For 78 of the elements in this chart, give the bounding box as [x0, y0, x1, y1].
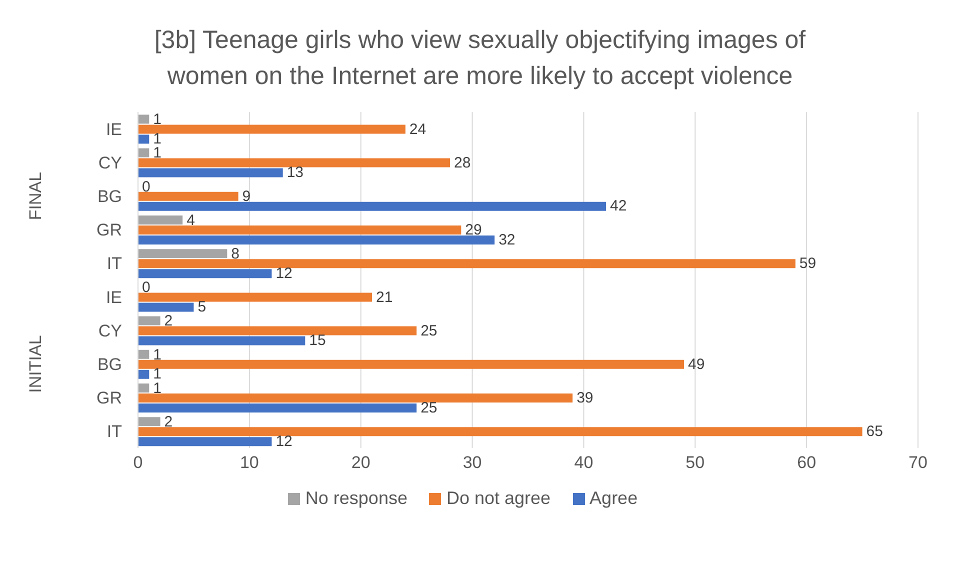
data-label: 65 — [866, 423, 883, 440]
y-tick-label: IE — [106, 288, 122, 307]
bar — [138, 259, 796, 268]
data-label: 13 — [286, 164, 304, 182]
data-label: 8 — [231, 245, 240, 262]
data-label: 42 — [610, 198, 627, 215]
x-tick-label: 10 — [240, 453, 259, 472]
y-tick-label: CY — [98, 321, 122, 340]
bar — [138, 316, 160, 326]
data-label: 12 — [276, 264, 292, 282]
bar — [138, 417, 160, 426]
y-tick-label: BG — [97, 187, 122, 206]
bar — [138, 437, 272, 446]
bar — [138, 124, 406, 134]
y-tick-label: IT — [106, 254, 122, 274]
data-label: 12 — [276, 432, 292, 450]
x-tick-label: 30 — [462, 453, 482, 472]
data-label: 32 — [498, 231, 516, 248]
x-tick-label: 20 — [351, 453, 370, 472]
x-tick-label: 70 — [908, 453, 928, 472]
legend-label: Agree — [588, 488, 638, 509]
data-label: 29 — [465, 222, 482, 239]
bar — [138, 148, 150, 158]
y-tick-label: GR — [96, 388, 122, 408]
bar — [138, 134, 150, 144]
data-label: 0 — [142, 178, 150, 196]
data-label: 59 — [799, 255, 816, 272]
data-label: 21 — [376, 288, 393, 306]
data-label: 25 — [420, 399, 438, 416]
bar — [138, 393, 573, 402]
bar — [138, 225, 462, 234]
y-tick-label: IT — [106, 422, 122, 442]
bar — [138, 302, 194, 312]
data-label: 4 — [186, 212, 195, 229]
y-tick-label: GR — [96, 220, 122, 240]
bar — [138, 249, 228, 258]
data-label: 1 — [153, 111, 162, 128]
data-label: 9 — [242, 188, 251, 205]
bar — [138, 114, 150, 124]
x-tick-label: 40 — [574, 453, 594, 472]
x-tick-label: 0 — [133, 453, 143, 472]
y-tick-label: BG — [97, 355, 122, 374]
data-label: 5 — [198, 298, 206, 316]
bar — [138, 215, 183, 224]
data-label: 1 — [153, 346, 162, 364]
bar — [138, 158, 450, 168]
data-label: 2 — [164, 413, 173, 430]
data-label: 39 — [576, 390, 594, 407]
data-label: 0 — [142, 279, 150, 296]
bar — [138, 383, 150, 392]
bar — [138, 336, 306, 346]
bar — [138, 350, 150, 359]
y-tick-label: CY — [98, 153, 122, 172]
x-tick-label: 50 — [686, 453, 705, 472]
data-label: 25 — [420, 322, 438, 340]
legend-label: Do not agree — [445, 488, 551, 509]
data-label: 15 — [309, 332, 326, 350]
bar — [138, 370, 150, 379]
text: FINAL — [26, 172, 46, 220]
x-tick-label: 60 — [797, 453, 816, 472]
chart-title: [3b] Teenage girls who view sexually objectifying images of women on the Internet are more likely to accept violence — [153, 25, 807, 92]
bar — [138, 360, 684, 369]
bar — [138, 427, 862, 436]
data-label: 49 — [688, 356, 705, 373]
y-tick-label: IE — [106, 120, 122, 139]
bar — [138, 235, 495, 244]
bar — [138, 202, 606, 211]
legend-label: No response — [304, 488, 408, 509]
bar — [138, 192, 238, 201]
data-label: 28 — [454, 154, 471, 172]
data-label: 24 — [409, 120, 426, 138]
text: INITIAL — [26, 335, 46, 393]
bar — [138, 403, 417, 412]
bar — [138, 326, 417, 336]
data-label: 2 — [164, 312, 173, 330]
bar — [138, 269, 272, 278]
bar — [138, 168, 283, 178]
bar — [138, 292, 372, 302]
